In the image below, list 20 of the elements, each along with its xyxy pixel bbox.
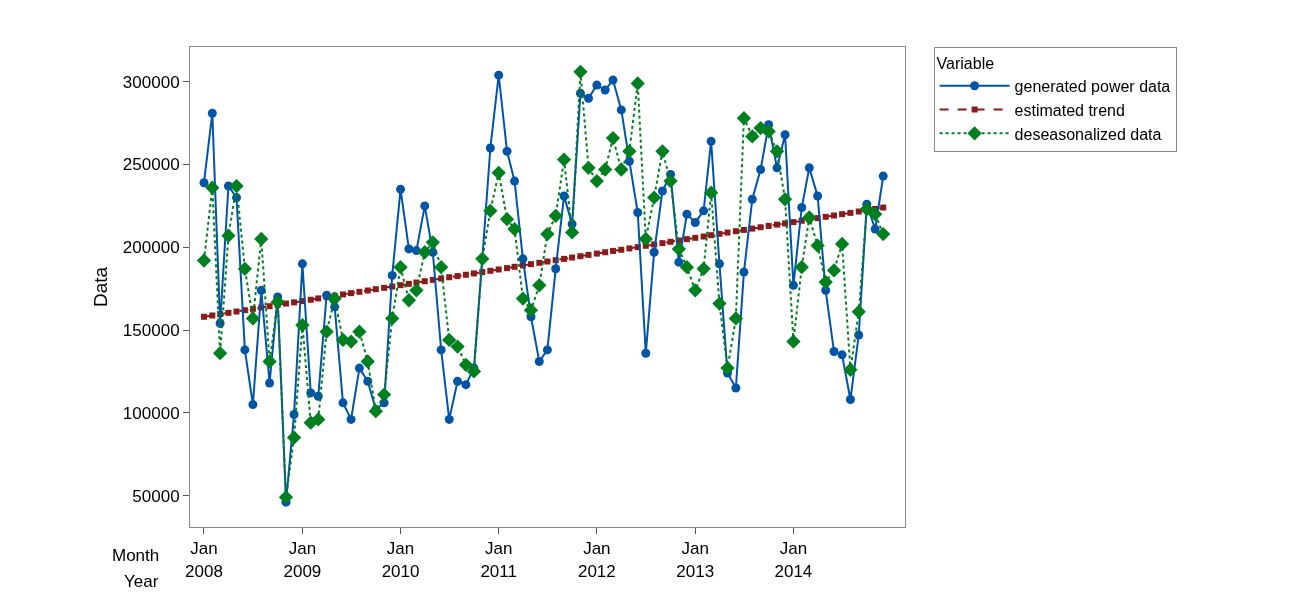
- legend-label: generated power data: [1014, 77, 1171, 95]
- legend-title: Variable: [936, 54, 995, 72]
- y-tick-label: 150000: [122, 320, 180, 340]
- y-axis-title: Data: [89, 266, 111, 308]
- text: Month: [112, 546, 160, 565]
- x-tick-label: Jan 2008: [185, 539, 223, 581]
- y-tick-label: 250000: [122, 155, 180, 175]
- x-tick-label: Jan 2013: [676, 539, 715, 581]
- y-tick-label: 100000: [122, 403, 180, 423]
- x-tick-label: Jan 2014: [774, 539, 813, 581]
- x-tick-label: Jan 2012: [577, 539, 616, 581]
- legend-label: estimated trend: [1014, 101, 1125, 119]
- text: Year: [124, 572, 159, 591]
- y-tick-label: 50000: [132, 486, 180, 506]
- x-tick-label: Jan 2010: [381, 539, 420, 581]
- y-tick-label: 200000: [122, 238, 180, 258]
- legend-label: deseasonalized data: [1014, 125, 1162, 143]
- x-tick-label: Jan 2009: [283, 539, 322, 581]
- y-tick-label: 300000: [122, 72, 180, 92]
- x-tick-label: Jan 2011: [480, 539, 517, 581]
